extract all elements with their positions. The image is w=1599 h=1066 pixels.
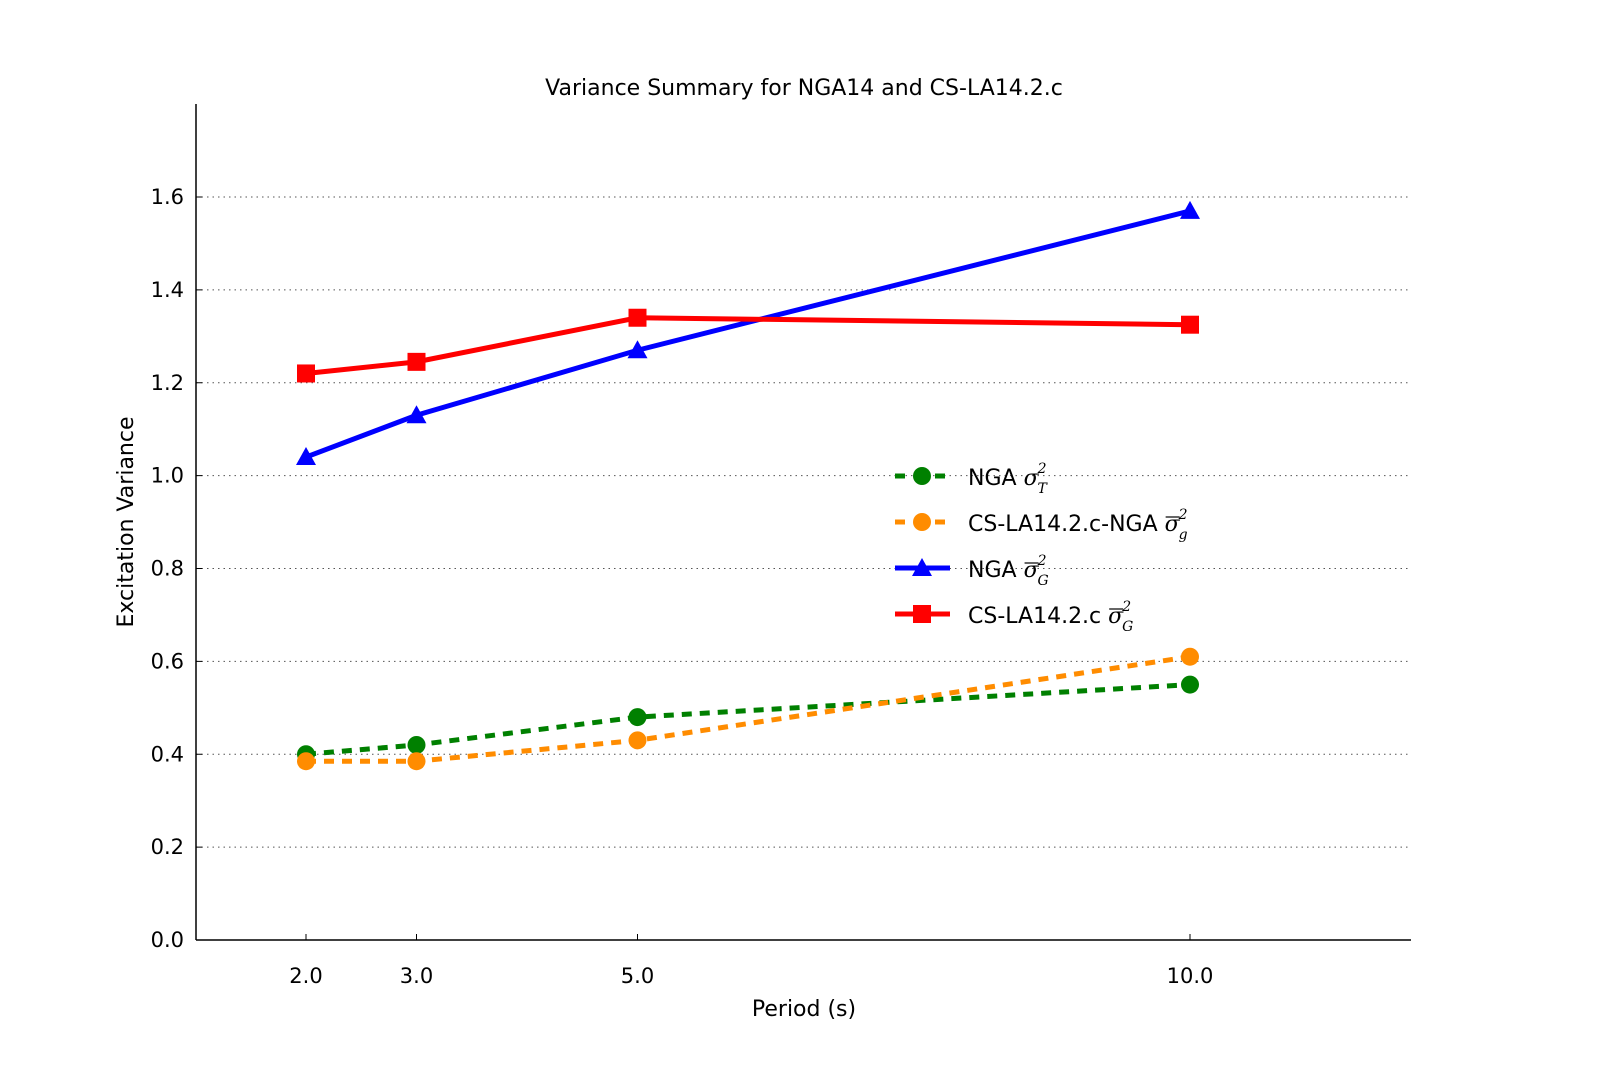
- y-tick-label: 0.0: [151, 928, 184, 952]
- legend: NGA σ2 T CS-LA14.2.c-NGA σ2 g NGA σ2 G CS-LA14…: [895, 461, 1188, 635]
- y-tick-label: 1.0: [151, 464, 184, 488]
- series-2: [296, 200, 1200, 466]
- legend-marker: [913, 513, 931, 531]
- legend-label: NGA σ2 T: [968, 461, 1049, 497]
- series-3: [297, 308, 1199, 383]
- data-point: [628, 708, 647, 727]
- data-point: [407, 735, 426, 754]
- legend-label: CS-LA14.2.c-NGA σ2 g: [968, 507, 1188, 543]
- series-0: [297, 675, 1199, 764]
- y-tick-label: 1.4: [151, 278, 184, 302]
- data-point: [628, 731, 647, 750]
- y-tick-label: 1.2: [151, 371, 184, 395]
- chart-title: Variance Summary for NGA14 and CS-LA14.2…: [545, 76, 1063, 101]
- data-point: [407, 352, 426, 371]
- axes: [195, 104, 1411, 941]
- legend-entry: NGA σ2 T: [895, 461, 1049, 497]
- data-point: [297, 364, 315, 383]
- y-tick-label: 0.6: [151, 649, 184, 673]
- data-point: [627, 340, 648, 359]
- legend-entry: CS-LA14.2.c-NGA σ2 g: [895, 507, 1188, 543]
- legend-entry: NGA σ2 G: [895, 553, 1049, 589]
- series-group: [296, 200, 1200, 771]
- x-tick-label: 3.0: [400, 964, 433, 988]
- series-line: [305, 682, 1191, 757]
- data-point: [407, 752, 426, 771]
- legend-label: NGA σ2 G: [968, 553, 1049, 589]
- legend-marker: [913, 605, 931, 623]
- x-tick-label: 2.0: [289, 964, 322, 988]
- data-point: [1181, 675, 1199, 694]
- series-1: [297, 647, 1199, 771]
- legend-label: CS-LA14.2.c σ2 G: [968, 599, 1133, 635]
- gridlines: [196, 196, 1411, 848]
- series-line: [306, 654, 1191, 764]
- y-tick-label: 0.4: [151, 742, 184, 766]
- x-tick-label: 10.0: [1167, 964, 1214, 988]
- data-point: [1181, 315, 1199, 334]
- legend-entry: CS-LA14.2.c σ2 G: [895, 599, 1133, 635]
- data-point: [628, 308, 647, 327]
- x-ticks: 2.0 3.0 5.0 10.0: [289, 934, 1213, 988]
- data-point: [297, 752, 315, 771]
- y-tick-label: 0.2: [151, 835, 184, 859]
- legend-marker: [912, 558, 932, 576]
- y-tick-label: 1.6: [151, 185, 184, 209]
- data-point: [1181, 647, 1199, 666]
- data-point: [1180, 200, 1200, 219]
- data-point: [296, 447, 316, 466]
- x-axis-label: Period (s): [752, 997, 856, 1022]
- x-tick-label: 5.0: [621, 964, 654, 988]
- series-line: [305, 208, 1191, 460]
- series-line: [305, 315, 1191, 376]
- y-ticks: 0.0 0.2 0.4 0.6 0.8 1.0 1.2 1.4 1.6: [151, 185, 202, 952]
- y-tick-label: 0.8: [151, 557, 184, 581]
- data-point: [406, 405, 427, 424]
- y-axis-label: Excitation Variance: [114, 416, 139, 627]
- legend-marker: [913, 467, 931, 485]
